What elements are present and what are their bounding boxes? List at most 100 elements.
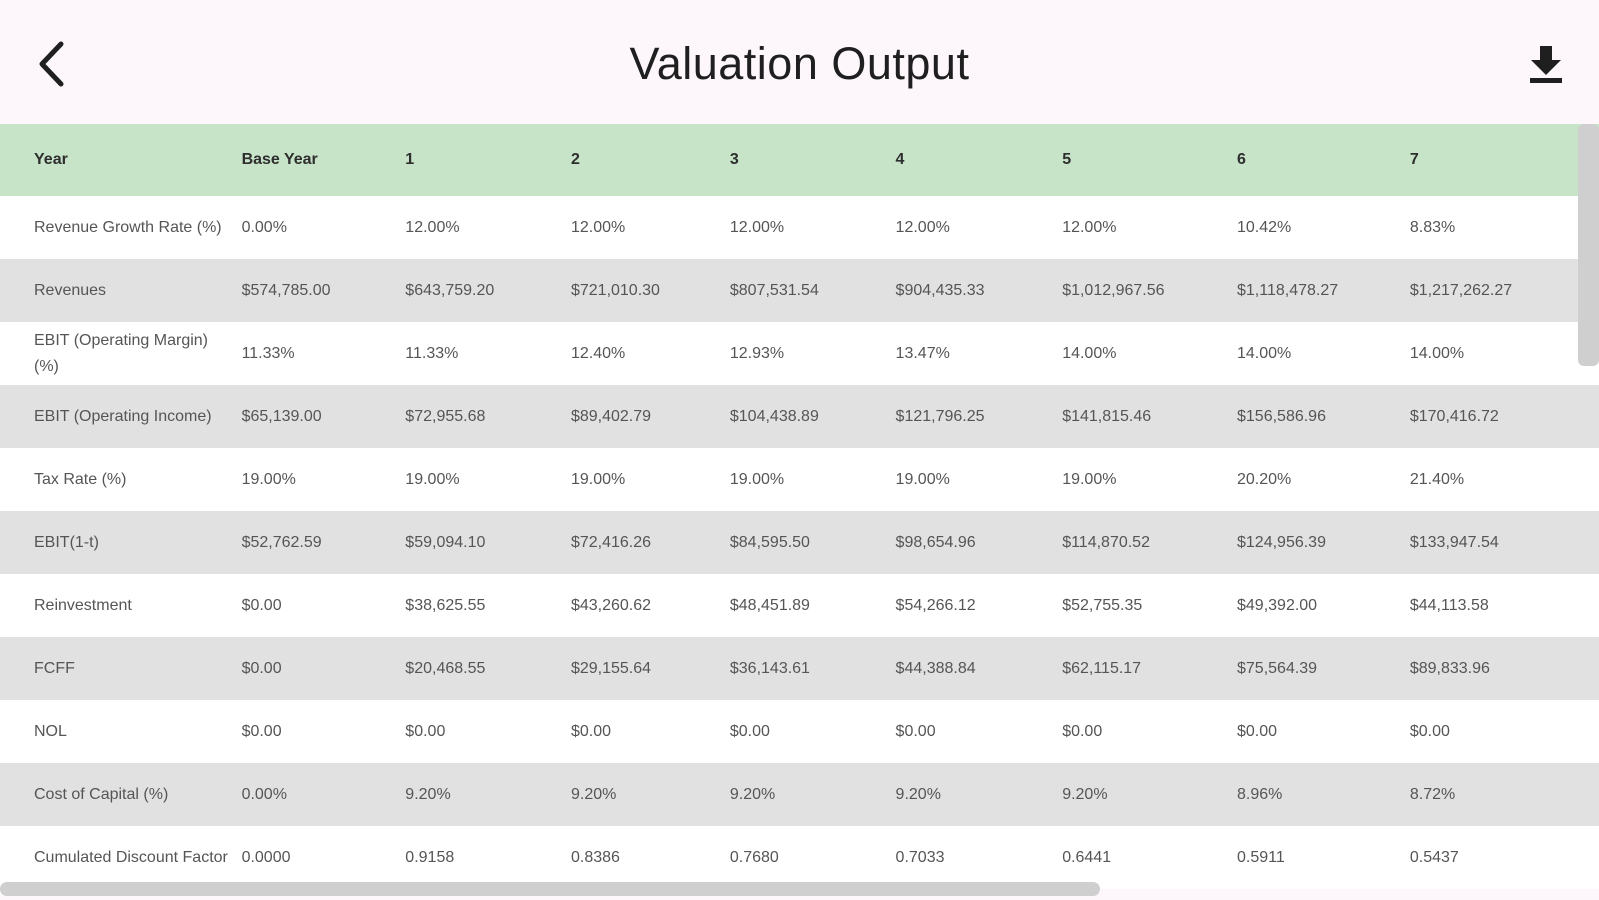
table-cell: $156,586.96: [1229, 385, 1402, 448]
column-header-base-year: Base Year: [233, 124, 398, 196]
row-label: NOL: [0, 700, 234, 763]
table-cell: $38,625.55: [397, 574, 563, 637]
table-cell: $72,955.68: [397, 385, 563, 448]
table-cell: $44,113.58: [1401, 574, 1599, 637]
table-row: Cost of Capital (%) 0.00% 9.20% 9.20% 9.20% 9…: [0, 763, 1599, 826]
row-label: FCFF: [0, 637, 234, 700]
table-cell: 19.00%: [721, 448, 888, 511]
table-cell: 9.20%: [721, 763, 888, 826]
table-row: Tax Rate (%) 19.00% 19.00% 19.00% 19.00% 19.0…: [0, 448, 1599, 511]
horizontal-scrollbar[interactable]: [0, 882, 1100, 896]
table-cell: 11.33%: [397, 322, 563, 385]
table-row: EBIT (Operating Margin) (%) 11.33% 11.33% 1…: [0, 322, 1599, 385]
table-cell: $0.00: [887, 700, 1055, 763]
valuation-table-container[interactable]: Year Base Year 1 2 3 4 5 6 7 Revenue Gro…: [0, 124, 1599, 900]
chevron-left-icon: [39, 41, 64, 87]
row-label: EBIT (Operating Margin) (%): [0, 322, 234, 385]
table-cell: 9.20%: [397, 763, 563, 826]
table-cell: 12.00%: [887, 196, 1055, 259]
table-cell: $0.00: [1229, 700, 1402, 763]
table-cell: 0.00%: [233, 196, 398, 259]
table-cell: $72,416.26: [562, 511, 722, 574]
table-cell: $59,094.10: [397, 511, 563, 574]
table-cell: $1,118,478.27: [1229, 259, 1402, 322]
row-label: Cumulated Discount Factor: [0, 826, 234, 889]
table-cell: $44,388.84: [887, 637, 1055, 700]
table-cell: 19.00%: [887, 448, 1055, 511]
table-cell: $1,217,262.27: [1401, 259, 1599, 322]
table-cell: 19.00%: [562, 448, 722, 511]
table-cell: 12.00%: [397, 196, 563, 259]
row-label: Reinvestment: [0, 574, 234, 637]
table-cell: $0.00: [1054, 700, 1229, 763]
row-label: Revenues: [0, 259, 234, 322]
table-cell: $807,531.54: [721, 259, 888, 322]
table-cell: 12.00%: [1054, 196, 1229, 259]
page-title: Valuation Output: [629, 38, 970, 89]
table-cell: 11.33%: [233, 322, 398, 385]
table-cell: 0.5911: [1229, 826, 1402, 889]
table-cell: $62,115.17: [1054, 637, 1229, 700]
table-row: NOL $0.00 $0.00 $0.00 $0.00 $0.00 $0.00 $0.00 $0…: [0, 700, 1599, 763]
row-label: EBIT(1-t): [0, 511, 234, 574]
table-cell: 0.9158: [397, 826, 563, 889]
table-cell: $0.00: [397, 700, 563, 763]
table-cell: 8.83%: [1401, 196, 1599, 259]
table-cell: $643,759.20: [397, 259, 563, 322]
table-cell: 0.7033: [887, 826, 1055, 889]
column-header-year: Year: [0, 124, 234, 196]
table-cell: $0.00: [233, 700, 398, 763]
table-cell: 19.00%: [233, 448, 398, 511]
table-cell: $133,947.54: [1401, 511, 1599, 574]
valuation-table: Year Base Year 1 2 3 4 5 6 7 Revenue Gro…: [0, 124, 1599, 889]
table-cell: $0.00: [233, 574, 398, 637]
column-header-6: 6: [1229, 124, 1402, 196]
column-header-2: 2: [562, 124, 722, 196]
table-cell: $0.00: [562, 700, 722, 763]
download-icon: [1530, 46, 1562, 83]
table-row: FCFF $0.00 $20,468.55 $29,155.64 $36,143.61 $…: [0, 637, 1599, 700]
table-cell: 12.00%: [562, 196, 722, 259]
table-cell: 0.7680: [721, 826, 888, 889]
table-cell: 0.5437: [1401, 826, 1599, 889]
table-cell: $104,438.89: [721, 385, 888, 448]
table-cell: $1,012,967.56: [1054, 259, 1229, 322]
table-cell: 0.8386: [562, 826, 722, 889]
table-row: Reinvestment $0.00 $38,625.55 $43,260.62 $48…: [0, 574, 1599, 637]
table-cell: $141,815.46: [1054, 385, 1229, 448]
table-cell: $0.00: [1401, 700, 1599, 763]
table-cell: $36,143.61: [721, 637, 888, 700]
table-cell: $65,139.00: [233, 385, 398, 448]
table-cell: 8.72%: [1401, 763, 1599, 826]
column-header-3: 3: [721, 124, 888, 196]
table-cell: $20,468.55: [397, 637, 563, 700]
table-cell: $89,402.79: [562, 385, 722, 448]
table-cell: 14.00%: [1401, 322, 1599, 385]
table-row: Revenues $574,785.00 $643,759.20 $721,010.3…: [0, 259, 1599, 322]
column-header-1: 1: [397, 124, 563, 196]
table-cell: 20.20%: [1229, 448, 1402, 511]
column-header-5: 5: [1054, 124, 1229, 196]
table-cell: 21.40%: [1401, 448, 1599, 511]
download-button[interactable]: [1520, 38, 1572, 90]
table-cell: $574,785.00: [233, 259, 398, 322]
table-cell: $0.00: [721, 700, 888, 763]
table-cell: $52,755.35: [1054, 574, 1229, 637]
back-button[interactable]: [28, 36, 76, 92]
table-cell: $0.00: [233, 637, 398, 700]
table-cell: 9.20%: [1054, 763, 1229, 826]
table-cell: 12.93%: [721, 322, 888, 385]
table-cell: $49,392.00: [1229, 574, 1402, 637]
table-cell: 0.6441: [1054, 826, 1229, 889]
vertical-scrollbar[interactable]: [1578, 124, 1599, 366]
table-cell: 13.47%: [887, 322, 1055, 385]
table-cell: $29,155.64: [562, 637, 722, 700]
table-cell: $121,796.25: [887, 385, 1055, 448]
table-body: Revenue Growth Rate (%) 0.00% 12.00% 12.00%…: [0, 196, 1599, 889]
table-cell: $170,416.72: [1401, 385, 1599, 448]
table-cell: 9.20%: [562, 763, 722, 826]
table-cell: $98,654.96: [887, 511, 1055, 574]
table-cell: 12.40%: [562, 322, 722, 385]
column-header-4: 4: [887, 124, 1055, 196]
table-cell: $114,870.52: [1054, 511, 1229, 574]
